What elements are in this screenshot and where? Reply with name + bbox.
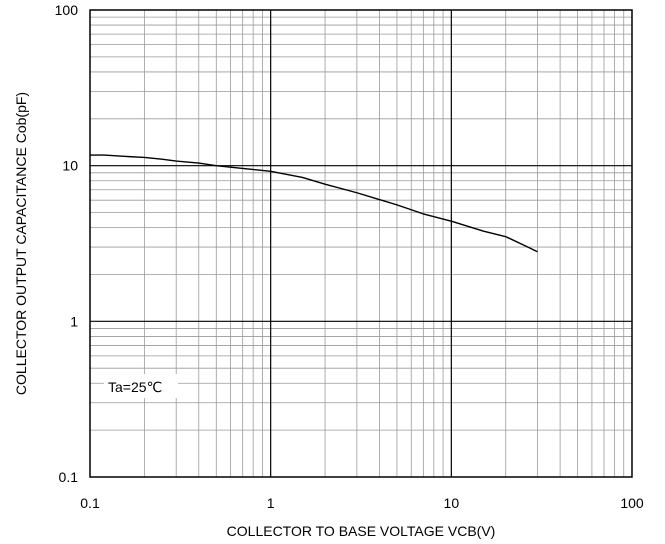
- y-axis-label: COLLECTOR OUTPUT CAPACITANCE Cob(pF): [13, 92, 29, 395]
- annotation-text: Ta=25℃: [108, 379, 162, 395]
- y-tick-label: 1: [70, 313, 78, 329]
- x-tick-labels: 0.1 1 10 100: [80, 495, 644, 511]
- series-layer: [90, 154, 538, 253]
- series-line-0: [90, 154, 538, 253]
- x-tick-label: 1: [267, 495, 275, 511]
- ta-annotation: Ta=25℃: [104, 374, 178, 398]
- x-tick-label: 10: [444, 495, 460, 511]
- major-grid: [90, 10, 632, 477]
- plot-frame: [89, 9, 633, 478]
- annotation-background: [104, 374, 178, 398]
- x-tick-label: 0.1: [80, 495, 100, 511]
- y-tick-label: 10: [62, 158, 78, 174]
- y-tick-label: 0.1: [59, 469, 79, 485]
- x-axis-label: COLLECTOR TO BASE VOLTAGE VCB(V): [227, 523, 496, 539]
- y-tick-label: 100: [55, 2, 79, 18]
- minor-grid: [90, 10, 632, 477]
- y-tick-labels: 0.1 1 10 100: [55, 2, 79, 485]
- x-tick-label: 100: [620, 495, 644, 511]
